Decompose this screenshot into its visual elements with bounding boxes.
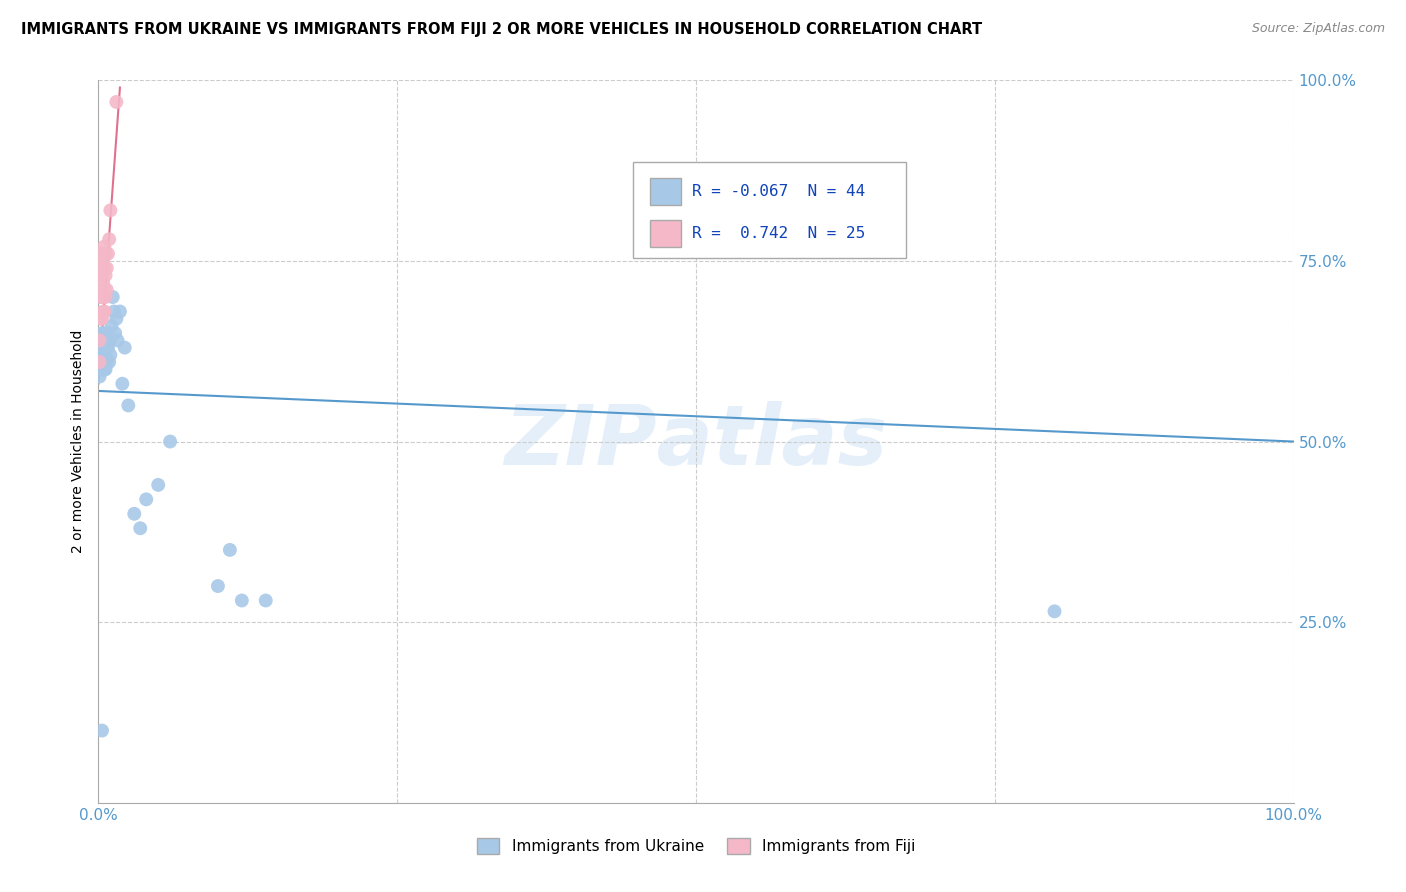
Point [90, 311, 112, 326]
Point [98, 232, 121, 246]
Point [100, 318, 122, 333]
Point [104, 326, 127, 340]
Point [96, 341, 118, 355]
Point [93, 326, 115, 340]
Text: ZIP​atlas: ZIP​atlas [505, 401, 887, 482]
Text: R = -0.067  N = 44: R = -0.067 N = 44 [693, 185, 866, 200]
Legend: Immigrants from Ukraine, Immigrants from Fiji: Immigrants from Ukraine, Immigrants from… [471, 832, 921, 860]
Point [94, 268, 117, 283]
Point [91, 276, 114, 290]
Point [91, 348, 114, 362]
Point [90, 268, 112, 283]
Point [94, 362, 117, 376]
Point [91, 268, 114, 283]
Point [90, 290, 112, 304]
Point [96, 261, 118, 276]
Point [93, 341, 115, 355]
Point [98, 334, 122, 348]
Point [97, 246, 120, 260]
Point [91, 348, 114, 362]
Point [89, 334, 111, 348]
Point [91, 362, 114, 376]
Point [207, 579, 229, 593]
Y-axis label: 2 or more Vehicles in Household: 2 or more Vehicles in Household [70, 330, 84, 553]
Point [91, 326, 114, 340]
Point [91, 723, 114, 738]
Point [103, 304, 125, 318]
Point [91, 253, 114, 268]
Point [91, 334, 114, 348]
Point [135, 492, 157, 507]
Point [231, 593, 253, 607]
Point [89, 369, 111, 384]
Point [94, 246, 117, 260]
Point [96, 355, 118, 369]
Point [101, 290, 124, 304]
Point [114, 341, 136, 355]
Point [219, 542, 242, 557]
Text: IMMIGRANTS FROM UKRAINE VS IMMIGRANTS FROM FIJI 2 OR MORE VEHICLES IN HOUSEHOLD : IMMIGRANTS FROM UKRAINE VS IMMIGRANTS FR… [21, 22, 983, 37]
Point [97, 341, 120, 355]
Point [91, 290, 114, 304]
Point [93, 283, 115, 297]
Point [91, 311, 114, 326]
Point [98, 348, 122, 362]
Point [98, 334, 121, 348]
Point [254, 593, 277, 607]
Point [105, 311, 128, 326]
Point [108, 304, 131, 318]
Point [117, 398, 139, 412]
Point [98, 203, 122, 218]
Point [94, 334, 117, 348]
Point [105, 95, 128, 109]
Point [148, 478, 170, 492]
Point [96, 283, 118, 297]
Point [91, 246, 114, 260]
Point [90, 341, 112, 355]
Point [107, 334, 129, 348]
Point [98, 355, 121, 369]
Point [90, 355, 112, 369]
Point [91, 304, 114, 318]
Point [111, 376, 134, 391]
Text: R =  0.742  N = 25: R = 0.742 N = 25 [693, 226, 866, 241]
Point [94, 290, 117, 304]
Point [1043, 604, 1066, 618]
Point [93, 239, 115, 253]
Text: Source: ZipAtlas.com: Source: ZipAtlas.com [1251, 22, 1385, 36]
Point [124, 507, 146, 521]
Point [159, 434, 181, 449]
Point [129, 521, 152, 535]
Point [91, 362, 114, 376]
Point [93, 362, 115, 376]
Point [94, 348, 117, 362]
Point [97, 326, 120, 340]
Point [93, 304, 115, 318]
Point [93, 261, 115, 276]
Point [89, 355, 111, 369]
